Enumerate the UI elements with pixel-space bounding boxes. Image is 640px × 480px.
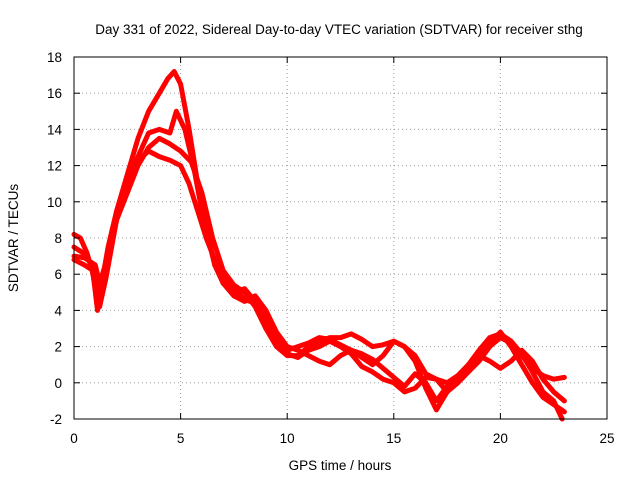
x-tick-label: 20 <box>493 431 508 446</box>
y-tick-label: 4 <box>54 303 62 318</box>
series-layer <box>71 69 567 422</box>
series-line-track-4 <box>71 135 567 415</box>
tick-labels: -2 0 2 4 6 8 10 12 14 16 18 0 5 10 15 20 25 <box>47 50 615 446</box>
x-tick-label: 10 <box>280 431 295 446</box>
y-tick-label: 16 <box>47 86 62 101</box>
y-tick-label: 12 <box>47 159 62 174</box>
y-tick-label: 10 <box>47 195 62 210</box>
x-axis-label: GPS time / hours <box>289 458 392 473</box>
y-tick-label: 18 <box>47 50 62 65</box>
x-tick-label: 15 <box>386 431 401 446</box>
y-axis-label: SDTVAR / TECUs <box>6 184 21 293</box>
x-tick-label: 0 <box>70 431 78 446</box>
y-tick-label: 6 <box>54 267 62 282</box>
x-tick-label: 25 <box>599 431 614 446</box>
y-tick-label: 8 <box>54 231 62 246</box>
x-tick-label: 5 <box>177 431 185 446</box>
series-line-track-2 <box>71 108 567 413</box>
chart-title: Day 331 of 2022, Sidereal Day-to-day VTE… <box>95 22 582 37</box>
series-line-track-1 <box>71 69 565 422</box>
y-tick-label: 14 <box>47 122 63 137</box>
y-tick-label: 0 <box>54 376 62 391</box>
y-tick-label: 2 <box>54 340 62 355</box>
y-tick-label: -2 <box>50 412 62 427</box>
